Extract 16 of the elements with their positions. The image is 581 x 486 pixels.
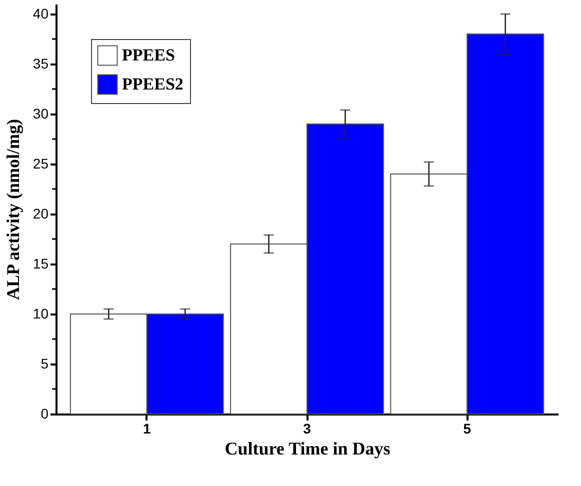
y-tick-label: 30 [32, 106, 49, 122]
y-tick-label: 15 [32, 256, 49, 272]
y-tick-label: 25 [32, 156, 49, 172]
x-tick-label: 1 [142, 420, 151, 436]
y-tick-label: 40 [32, 6, 49, 22]
x-axis-title: Culture Time in Days [224, 438, 390, 458]
y-tick-label: 10 [32, 306, 49, 322]
legend-label: PPEES2 [122, 74, 184, 94]
y-tick-label: 0 [40, 406, 49, 422]
x-tick-label: 3 [303, 420, 312, 436]
y-axis-title: ALP activity (nmol/mg) [2, 119, 23, 300]
y-tick-label: 20 [32, 206, 49, 222]
legend-label: PPEES [122, 46, 175, 64]
x-tick-label: 5 [463, 420, 472, 436]
y-tick-label: 35 [32, 56, 49, 72]
y-tick-label: 5 [40, 356, 49, 372]
